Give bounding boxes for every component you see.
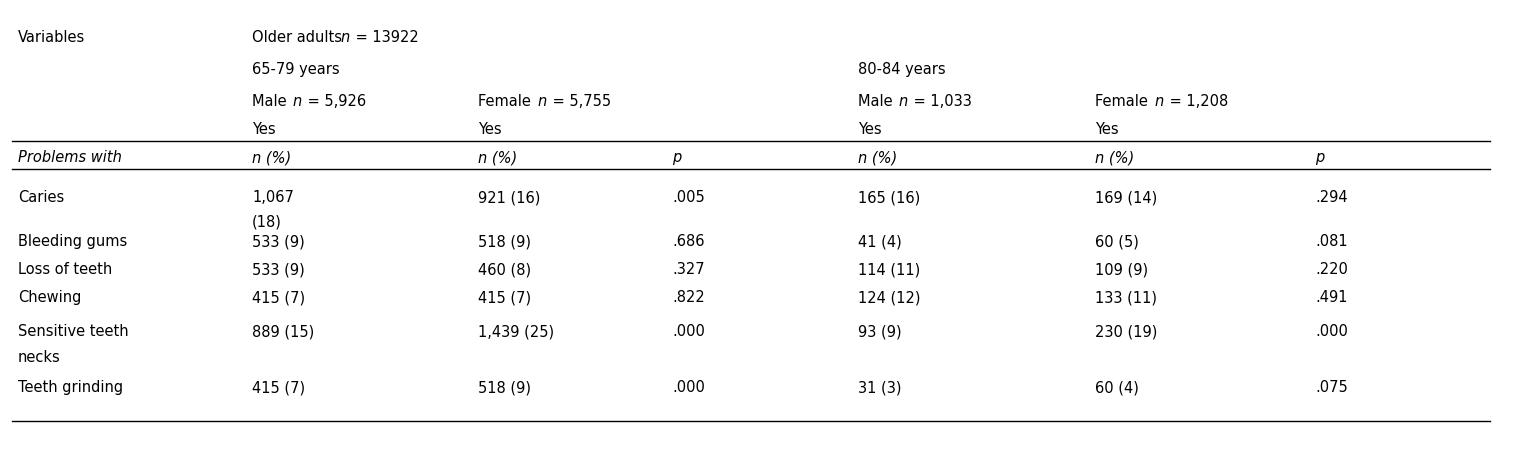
Text: n: n: [537, 94, 547, 109]
Text: .000: .000: [1316, 324, 1347, 339]
Text: p: p: [672, 150, 681, 165]
Text: Caries: Caries: [18, 190, 64, 205]
Text: .075: .075: [1316, 380, 1347, 395]
Text: Yes: Yes: [1095, 122, 1119, 137]
Text: 65-79 years: 65-79 years: [251, 62, 339, 77]
Text: n: n: [898, 94, 907, 109]
Text: 1,067: 1,067: [251, 190, 294, 205]
Text: 518 (9): 518 (9): [478, 380, 531, 395]
Text: Teeth grinding: Teeth grinding: [18, 380, 123, 395]
Text: 31 (3): 31 (3): [858, 380, 901, 395]
Text: Yes: Yes: [858, 122, 881, 137]
Text: n (%): n (%): [478, 150, 518, 165]
Text: .294: .294: [1316, 190, 1347, 205]
Text: Older adults: Older adults: [251, 30, 347, 45]
Text: Male: Male: [858, 94, 898, 109]
Text: 80-84 years: 80-84 years: [858, 62, 946, 77]
Text: 60 (4): 60 (4): [1095, 380, 1139, 395]
Text: n: n: [341, 30, 350, 45]
Text: .686: .686: [672, 234, 704, 249]
Text: Yes: Yes: [478, 122, 501, 137]
Text: Bleeding gums: Bleeding gums: [18, 234, 127, 249]
Text: Loss of teeth: Loss of teeth: [18, 262, 112, 277]
Text: 93 (9): 93 (9): [858, 324, 902, 339]
Text: n (%): n (%): [1095, 150, 1134, 165]
Text: 114 (11): 114 (11): [858, 262, 921, 277]
Text: = 5,926: = 5,926: [303, 94, 366, 109]
Text: p: p: [1316, 150, 1325, 165]
Text: 169 (14): 169 (14): [1095, 190, 1157, 205]
Text: .000: .000: [672, 380, 706, 395]
Text: = 5,755: = 5,755: [548, 94, 612, 109]
Text: n (%): n (%): [858, 150, 898, 165]
Text: n: n: [292, 94, 301, 109]
Text: .220: .220: [1316, 262, 1347, 277]
Text: .822: .822: [672, 290, 704, 305]
Text: .327: .327: [672, 262, 704, 277]
Text: = 1,033: = 1,033: [910, 94, 972, 109]
Text: n (%): n (%): [251, 150, 291, 165]
Text: 109 (9): 109 (9): [1095, 262, 1148, 277]
Text: necks: necks: [18, 350, 61, 365]
Text: 415 (7): 415 (7): [251, 290, 306, 305]
Text: Yes: Yes: [251, 122, 276, 137]
Text: 415 (7): 415 (7): [478, 290, 531, 305]
Text: 921 (16): 921 (16): [478, 190, 540, 205]
Text: 533 (9): 533 (9): [251, 262, 304, 277]
Text: .491: .491: [1316, 290, 1347, 305]
Text: 41 (4): 41 (4): [858, 234, 902, 249]
Text: Male: Male: [251, 94, 291, 109]
Text: .005: .005: [672, 190, 704, 205]
Text: 1,439 (25): 1,439 (25): [478, 324, 554, 339]
Text: 415 (7): 415 (7): [251, 380, 306, 395]
Text: 124 (12): 124 (12): [858, 290, 921, 305]
Text: n: n: [1154, 94, 1163, 109]
Text: Chewing: Chewing: [18, 290, 82, 305]
Text: Variables: Variables: [18, 30, 85, 45]
Text: 460 (8): 460 (8): [478, 262, 531, 277]
Text: 889 (15): 889 (15): [251, 324, 315, 339]
Text: 60 (5): 60 (5): [1095, 234, 1139, 249]
Text: 230 (19): 230 (19): [1095, 324, 1157, 339]
Text: .000: .000: [672, 324, 706, 339]
Text: 165 (16): 165 (16): [858, 190, 921, 205]
Text: = 1,208: = 1,208: [1166, 94, 1229, 109]
Text: .081: .081: [1316, 234, 1347, 249]
Text: = 13922: = 13922: [351, 30, 419, 45]
Text: 518 (9): 518 (9): [478, 234, 531, 249]
Text: Female: Female: [1095, 94, 1152, 109]
Text: 133 (11): 133 (11): [1095, 290, 1157, 305]
Text: Female: Female: [478, 94, 536, 109]
Text: Sensitive teeth: Sensitive teeth: [18, 324, 129, 339]
Text: Problems with: Problems with: [18, 150, 121, 165]
Text: (18): (18): [251, 214, 282, 229]
Text: 533 (9): 533 (9): [251, 234, 304, 249]
